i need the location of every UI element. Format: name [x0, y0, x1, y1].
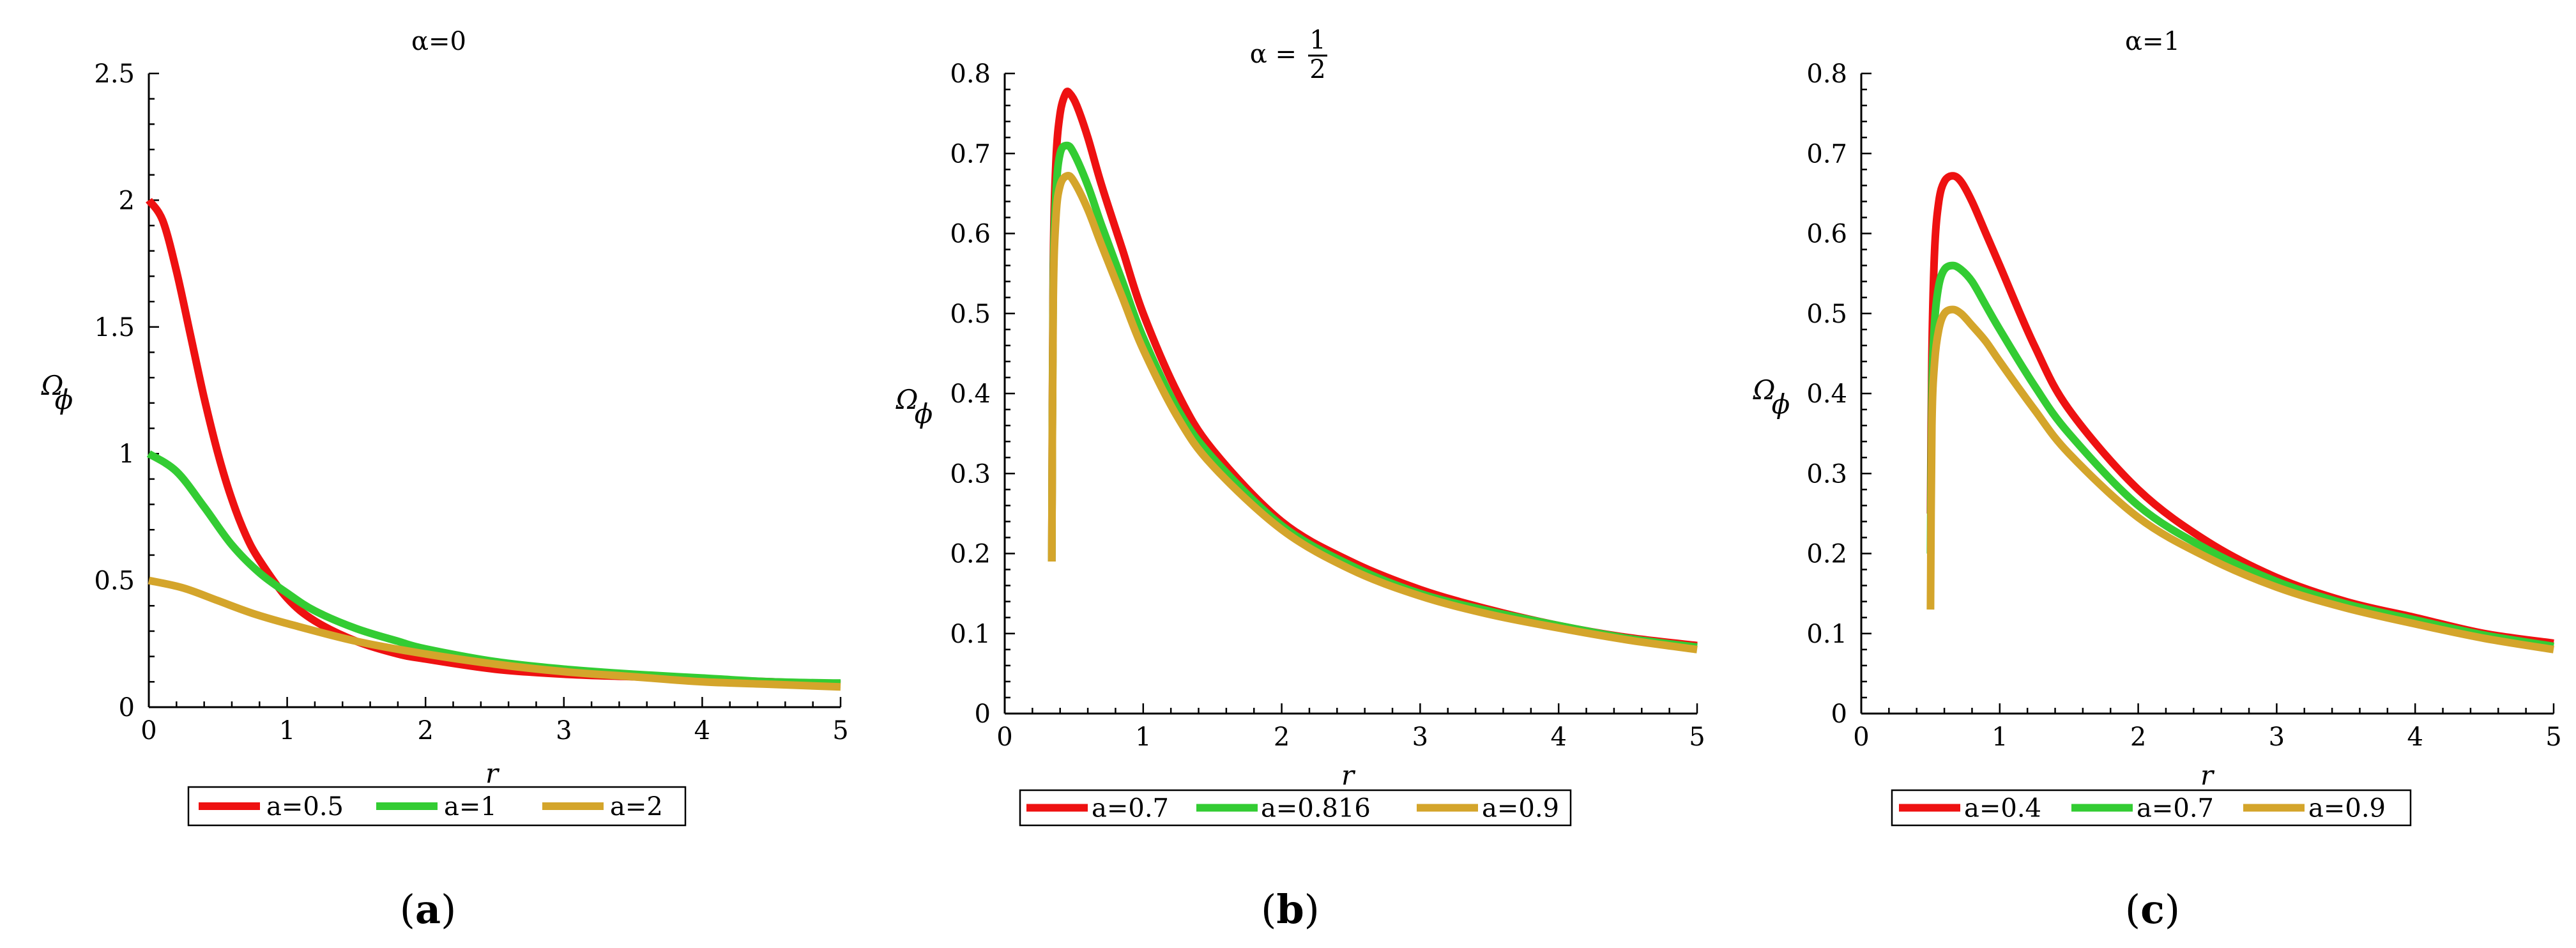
y-axis-label-subscript: ϕ — [55, 384, 73, 415]
x-tick-label: 5 — [1689, 722, 1705, 752]
y-tick-label: 0.6 — [950, 220, 991, 249]
legend-label: a=0.7 — [1092, 794, 1169, 823]
panel-caption: (b) — [1261, 886, 1320, 933]
x-tick-label: 0 — [1853, 722, 1869, 752]
y-tick-label: 2.5 — [94, 59, 135, 89]
x-axis-label: r — [1341, 760, 1356, 791]
x-tick-label: 1 — [1135, 722, 1151, 752]
chart-title: α=0 — [411, 27, 466, 56]
x-tick-label: 2 — [2130, 722, 2146, 752]
series-line-a-0-9 — [1048, 172, 1698, 654]
legend-label: a=0.7 — [2137, 794, 2214, 823]
y-axis-label: Ω — [896, 384, 918, 415]
y-tick-label: 0.7 — [1806, 139, 1847, 169]
y-tick-label: 0.5 — [1806, 300, 1847, 329]
x-tick-label: 2 — [417, 716, 433, 745]
y-tick-label: 1.5 — [94, 313, 135, 342]
legend-label: a=0.4 — [1964, 794, 2041, 823]
y-tick-label: 0.8 — [950, 59, 991, 89]
legend: a=0.5 a=1 a=2 — [187, 786, 687, 827]
y-tick-label: 0 — [1831, 700, 1847, 729]
legend: a=0.7 a=0.816 a=0.9 — [1019, 789, 1572, 827]
x-tick-label: 4 — [1550, 722, 1566, 752]
x-tick-label: 1 — [1992, 722, 2008, 752]
x-axis-label: r — [485, 758, 500, 789]
x-tick-label: 0 — [996, 722, 1012, 752]
y-tick-label: 0.1 — [1806, 620, 1847, 649]
y-axis-label: Ω — [41, 370, 64, 401]
panel-caption: (c) — [2125, 886, 2180, 933]
x-tick-label: 1 — [279, 716, 295, 745]
y-tick-label: 0.4 — [950, 379, 991, 409]
y-axis-label-subscript: ϕ — [915, 398, 933, 429]
y-tick-label: 0 — [119, 693, 135, 722]
legend-box — [1891, 789, 2412, 827]
y-tick-label: 0 — [975, 700, 991, 729]
curves — [146, 197, 841, 691]
y-tick-label: 0.6 — [1806, 220, 1847, 249]
chart-title: α = 1 2 — [1250, 26, 1327, 84]
x-tick-label: 3 — [556, 716, 572, 745]
legend: a=0.4 a=0.7 a=0.9 — [1891, 789, 2412, 827]
y-tick-label: 0.3 — [950, 459, 991, 489]
curves — [1048, 88, 1698, 654]
panel-b: α = 1 2 Ω ϕ r 0 1 2 3 4 500.10.20.30.40.50.60… — [896, 26, 1705, 933]
svg-text:2: 2 — [1309, 55, 1325, 84]
panel-caption: (a) — [400, 886, 457, 933]
y-tick-label: 1 — [119, 440, 135, 469]
legend-label: a=0.5 — [266, 792, 344, 822]
x-tick-label: 3 — [2269, 722, 2285, 752]
chart-title: α=1 — [2125, 27, 2180, 56]
legend-box — [1019, 789, 1572, 827]
y-tick-label: 0.5 — [94, 567, 135, 596]
y-tick-label: 0.5 — [950, 300, 991, 329]
axes: 0 1 2 3 4 5 0 0.1 0.2 0.3 0.4 0.5 0.6 0.7 0.8 — [950, 59, 1705, 752]
x-axis-label: r — [2200, 760, 2215, 791]
y-axis-label: Ω — [1753, 374, 1776, 406]
x-tick-label: 0 — [141, 716, 156, 745]
y-tick-label: 0.7 — [950, 139, 991, 169]
x-tick-label: 5 — [2545, 722, 2561, 752]
y-tick-label: 0.2 — [950, 540, 991, 569]
legend-label: a=0.816 — [1261, 794, 1371, 823]
svg-text:1: 1 — [1309, 26, 1325, 55]
y-tick-label: 0.4 — [1806, 379, 1847, 409]
curves — [1926, 172, 2554, 654]
x-tick-label: 4 — [694, 716, 710, 745]
y-tick-label: 2 — [119, 186, 135, 215]
legend-label: a=0.9 — [2308, 794, 2386, 823]
axes: 0 1 2 3 4 5 0 0.1 0.2 0.3 0.4 0.5 0.6 0.7 0.8 — [1806, 59, 2561, 752]
panel-c: α=1 Ω ϕ r 0 1 2 3 4 5 0 0.1 0.2 0.3 0.4 0.5 0.6 0.7 0.… — [1753, 27, 2562, 933]
svg-text:α =: α = — [1250, 40, 1297, 69]
series-line-a-0-9 — [1926, 305, 2554, 654]
y-tick-label: 0.3 — [1806, 459, 1847, 489]
y-axis-label-subscript: ϕ — [1772, 388, 1790, 420]
x-tick-label: 5 — [832, 716, 848, 745]
panel-a: α=0 Ω ϕ r 0 1 2 3 4 5 0 0.5 1 1.5 2 2.5 a=0.5 a=1 a=2… — [41, 27, 849, 933]
y-tick-label: 0.8 — [1806, 59, 1847, 89]
series-line-a-2 — [148, 576, 841, 691]
legend-label: a=0.9 — [1482, 794, 1559, 823]
y-tick-label: 0.1 — [950, 620, 991, 649]
y-tick-label: 0.2 — [1806, 540, 1847, 569]
x-tick-label: 3 — [1412, 722, 1428, 752]
x-tick-label: 2 — [1274, 722, 1290, 752]
legend-label: a=2 — [610, 792, 663, 822]
axes: 0 1 2 3 4 5 0 0.5 1 1.5 2 2.5 — [94, 59, 848, 745]
legend-label: a=1 — [444, 792, 497, 822]
x-tick-label: 4 — [2407, 722, 2423, 752]
